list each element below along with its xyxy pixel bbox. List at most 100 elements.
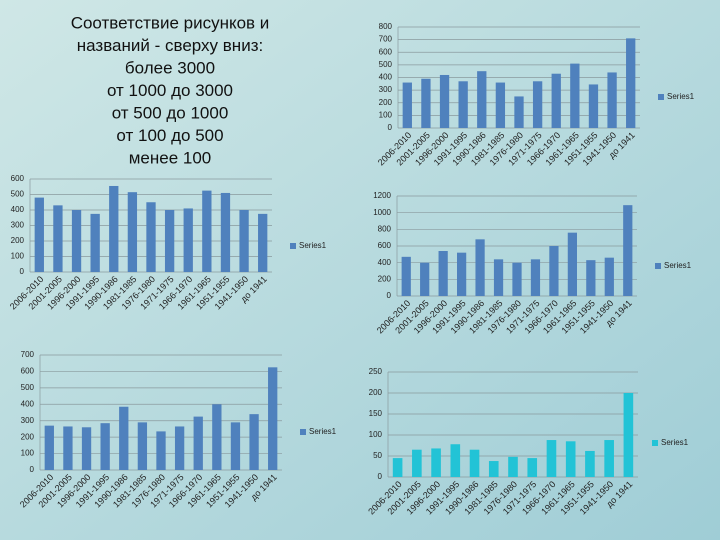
bar [90, 213, 100, 272]
bar [402, 82, 412, 128]
bar [514, 96, 524, 128]
caption-line: названий - сверху вниз: [77, 36, 263, 55]
bar [81, 427, 92, 470]
legend-label: Series1 [664, 261, 692, 270]
bar [604, 440, 614, 477]
bar [475, 239, 485, 296]
bar [493, 259, 504, 296]
bar [469, 449, 480, 477]
y-tick-label: 500 [11, 190, 25, 199]
bar [530, 259, 541, 296]
bar [137, 422, 148, 470]
y-tick-label: 500 [21, 383, 35, 392]
caption-line: Соответствие рисунков и [71, 13, 270, 32]
bar [164, 210, 175, 272]
bar [585, 450, 595, 477]
y-tick-label: 150 [369, 409, 383, 418]
y-tick-label: 100 [11, 252, 25, 261]
y-tick-label: 500 [379, 60, 393, 69]
y-tick-label: 0 [20, 267, 25, 276]
caption: Соответствие рисунков и названий - сверху… [71, 13, 270, 167]
bar [439, 74, 450, 128]
y-tick-label: 300 [21, 416, 35, 425]
y-tick-label: 0 [30, 465, 35, 474]
legend-label: Series1 [299, 241, 327, 250]
bar [100, 423, 110, 470]
bar [527, 458, 538, 477]
bar [549, 246, 559, 296]
bar [119, 406, 129, 470]
legend-swatch [300, 429, 306, 435]
bar [626, 38, 636, 128]
y-tick-label: 1200 [373, 191, 391, 200]
bar [258, 213, 268, 272]
bar [450, 444, 461, 477]
bar [565, 441, 576, 477]
y-tick-label: 600 [11, 174, 25, 183]
legend-swatch [290, 243, 296, 249]
legend-swatch [652, 440, 658, 446]
bar [607, 72, 617, 128]
bar [44, 425, 54, 470]
y-tick-label: 600 [21, 367, 35, 376]
caption-line: более 3000 [125, 58, 215, 77]
bar [156, 431, 166, 470]
bar [401, 256, 411, 296]
bar [570, 63, 580, 128]
y-tick-label: 200 [21, 432, 35, 441]
y-tick-label: 700 [379, 35, 393, 44]
bar [512, 262, 522, 296]
bar [495, 82, 506, 128]
bar [63, 426, 73, 470]
y-tick-label: 600 [378, 241, 392, 250]
y-tick-label: 0 [378, 472, 383, 481]
y-tick-label: 100 [369, 430, 383, 439]
y-tick-label: 400 [11, 205, 25, 214]
legend-swatch [658, 94, 664, 100]
bar [412, 449, 422, 477]
y-tick-label: 200 [11, 236, 25, 245]
bar [546, 440, 557, 477]
bar [212, 404, 222, 470]
bar [567, 232, 577, 296]
y-tick-label: 200 [378, 274, 392, 283]
bar [202, 190, 212, 272]
y-tick-label: 50 [373, 451, 382, 460]
bar [268, 367, 278, 470]
bar [532, 81, 543, 128]
bar [421, 78, 431, 128]
bar [477, 71, 487, 128]
bar [239, 210, 249, 272]
y-tick-label: 400 [379, 73, 393, 82]
y-tick-label: 200 [379, 98, 393, 107]
bar [34, 197, 44, 272]
y-tick-label: 200 [369, 388, 383, 397]
y-tick-label: 800 [379, 22, 393, 31]
bar [458, 81, 468, 128]
y-tick-label: 400 [378, 258, 392, 267]
caption-line: менее 100 [129, 148, 212, 167]
legend-label: Series1 [667, 92, 695, 101]
bar [551, 73, 561, 128]
bar [431, 448, 441, 477]
bar [586, 260, 596, 296]
y-tick-label: 100 [21, 449, 35, 458]
bar [623, 393, 634, 477]
bar [488, 461, 499, 477]
y-tick-label: 400 [21, 399, 35, 408]
bar [420, 262, 430, 296]
bar [53, 205, 63, 272]
bar [604, 257, 614, 296]
y-tick-label: 250 [369, 367, 383, 376]
bar [438, 251, 448, 296]
legend-swatch [655, 263, 661, 269]
bar [193, 416, 203, 470]
bar [508, 456, 518, 477]
caption-line: от 500 до 1000 [112, 103, 229, 122]
legend-label: Series1 [309, 427, 337, 436]
y-tick-label: 100 [379, 110, 393, 119]
bar [230, 422, 241, 470]
bar [183, 208, 193, 272]
bar [392, 458, 403, 477]
